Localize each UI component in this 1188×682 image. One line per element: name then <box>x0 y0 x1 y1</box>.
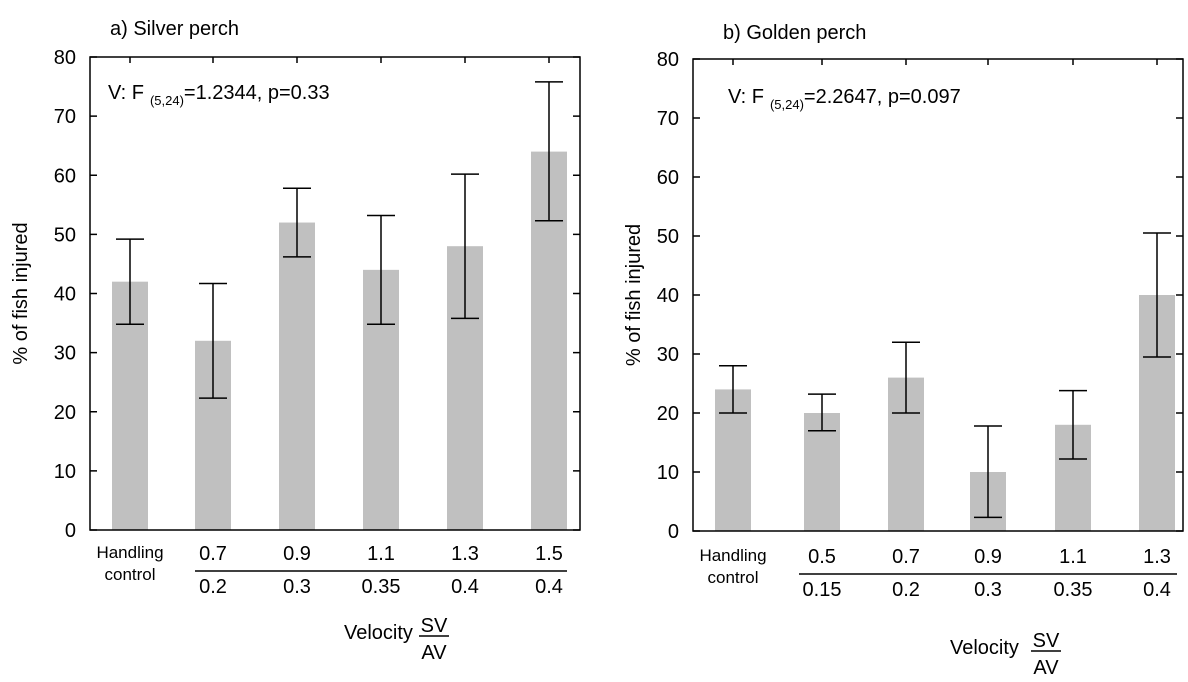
y-tick-label: 60 <box>657 167 679 189</box>
category-label-sv: 1.1 <box>367 543 395 565</box>
x-axis-label: Velocity <box>950 637 1019 659</box>
y-tick-label: 50 <box>54 224 76 246</box>
category-label-av: 0.4 <box>1143 579 1171 601</box>
category-label-sv: 1.5 <box>535 543 563 565</box>
category-label-line1: Handling <box>699 546 766 565</box>
category-label-sv: 0.9 <box>974 546 1002 568</box>
chart-panel-b: 0 10 20 30 40 50 60 70 80 b) Golden perch V: F (5,2… <box>623 22 1184 679</box>
category-label-sv: 0.5 <box>808 546 836 568</box>
y-axis-label: % of fish injured <box>10 222 32 364</box>
y-tick-label: 30 <box>54 343 76 365</box>
anova-annotation: V: F (5,24)=1.2344, p=0.33 <box>108 82 330 108</box>
y-tick-label: 40 <box>54 284 76 306</box>
category-label-av: 0.3 <box>974 579 1002 601</box>
y-tick-label: 40 <box>657 285 679 307</box>
y-tick-label: 50 <box>657 226 679 248</box>
y-tick-label: 70 <box>657 108 679 130</box>
y-tick-label: 10 <box>54 461 76 483</box>
y-axis-label: % of fish injured <box>623 224 645 366</box>
y-tick-label: 0 <box>668 521 679 543</box>
category-label-av: 0.4 <box>451 576 479 598</box>
x-axis-fraction-numerator: SV <box>1033 630 1060 652</box>
category-label-av: 0.35 <box>1054 579 1093 601</box>
anova-annotation: V: F (5,24)=2.2647, p=0.097 <box>728 86 961 112</box>
category-label-av: 0.15 <box>803 579 842 601</box>
category-label-sv: 0.9 <box>283 543 311 565</box>
y-tick-label: 20 <box>54 402 76 424</box>
anova-annotation-prefix: V: F <box>108 82 144 104</box>
x-axis-fraction-denominator: AV <box>1033 657 1059 679</box>
category-label-sv: 1.3 <box>1143 546 1171 568</box>
category-label-av: 0.4 <box>535 576 563 598</box>
anova-annotation-subscript: (5,24) <box>150 93 184 108</box>
category-label-av: 0.2 <box>199 576 227 598</box>
bar <box>804 413 840 531</box>
y-tick-label: 10 <box>657 462 679 484</box>
anova-annotation-suffix: =2.2647, p=0.097 <box>804 86 961 108</box>
category-label-sv: 0.7 <box>892 546 920 568</box>
y-tick-label: 80 <box>657 49 679 71</box>
y-tick-label: 30 <box>657 344 679 366</box>
bar <box>279 222 315 531</box>
category-label-line2: control <box>104 565 155 584</box>
anova-annotation-suffix: =1.2344, p=0.33 <box>184 82 330 104</box>
y-tick-label: 0 <box>65 520 76 542</box>
chart-panel-a: 0 10 20 30 40 50 60 70 80 a) Silver perch V: F (5,2… <box>10 18 581 664</box>
chart-title: a) Silver perch <box>110 18 239 40</box>
category-label-av: 0.35 <box>362 576 401 598</box>
y-tick-label: 20 <box>657 403 679 425</box>
y-tick-label: 80 <box>54 47 76 69</box>
y-tick-label: 70 <box>54 106 76 128</box>
category-label-sv: 1.3 <box>451 543 479 565</box>
anova-annotation-subscript: (5,24) <box>770 97 804 112</box>
category-label-sv: 1.1 <box>1059 546 1087 568</box>
x-axis-label: Velocity <box>344 622 413 644</box>
category-label-av: 0.2 <box>892 579 920 601</box>
plot-frame <box>89 56 581 531</box>
y-tick-label: 60 <box>54 165 76 187</box>
plot-frame <box>692 58 1184 532</box>
anova-annotation-prefix: V: F <box>728 86 764 108</box>
chart-title: b) Golden perch <box>723 22 866 44</box>
category-label-line1: Handling <box>96 543 163 562</box>
category-label-line2: control <box>707 568 758 587</box>
category-label-av: 0.3 <box>283 576 311 598</box>
category-label-sv: 0.7 <box>199 543 227 565</box>
x-axis-fraction-numerator: SV <box>421 615 448 637</box>
x-axis-fraction-denominator: AV <box>421 642 447 664</box>
